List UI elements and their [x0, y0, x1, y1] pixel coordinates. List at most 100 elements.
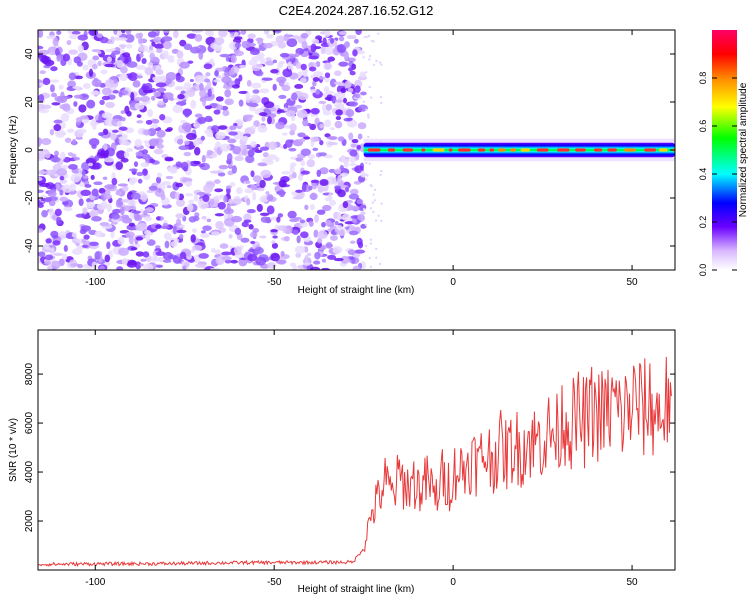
noise-blob [351, 138, 359, 144]
noise-blob [156, 216, 161, 221]
noise-blob [218, 125, 228, 130]
noise-blob [150, 124, 159, 129]
noise-blob [334, 168, 342, 175]
noise-blob [323, 86, 330, 93]
noise-blob [103, 143, 108, 151]
noise-blob [133, 96, 142, 102]
noise-blob [139, 208, 144, 215]
noise-blob [221, 76, 232, 84]
band-peak [448, 148, 453, 152]
noise-speck [374, 247, 378, 251]
noise-blob [137, 222, 148, 232]
noise-speck [362, 56, 365, 59]
noise-blob [228, 131, 238, 136]
noise-blob [279, 52, 290, 58]
noise-blob [104, 78, 115, 88]
noise-blob [50, 156, 61, 163]
noise-blob [356, 144, 362, 150]
noise-blob [111, 50, 121, 55]
noise-blob [85, 157, 97, 165]
noise-blob [357, 133, 363, 140]
noise-blob [221, 256, 232, 261]
heatmap-y-label: Frequency (Hz) [8, 116, 19, 185]
noise-blob [245, 180, 251, 184]
noise-blob [319, 167, 329, 175]
noise-blob [348, 101, 359, 107]
noise-blob [48, 208, 55, 216]
noise-blob [289, 123, 297, 132]
noise-blob [54, 208, 62, 217]
noise-blob [324, 72, 331, 79]
noise-blob [327, 254, 337, 260]
noise-blob [98, 132, 105, 137]
noise-blob [336, 43, 347, 53]
noise-blob [297, 92, 309, 101]
noise-blob [44, 261, 51, 265]
noise-blob [143, 210, 148, 216]
noise-blob [343, 160, 349, 168]
noise-blob [324, 119, 332, 128]
noise-blob [68, 34, 78, 40]
noise-blob [180, 161, 189, 171]
noise-blob [141, 57, 147, 64]
noise-blob [317, 237, 323, 244]
noise-blob [309, 192, 318, 201]
noise-blob [294, 104, 303, 109]
noise-blob [337, 82, 346, 87]
x-tick-label: 0 [450, 277, 456, 288]
noise-blob [282, 68, 293, 78]
noise-blob [120, 110, 126, 114]
noise-blob [347, 87, 354, 93]
band-core [363, 142, 675, 158]
noise-blob [121, 116, 126, 122]
noise-blob [283, 235, 290, 242]
noise-blob [96, 203, 107, 210]
noise-speck [378, 262, 382, 266]
noise-blob [304, 204, 309, 210]
noise-blob [314, 214, 319, 223]
noise-blob [38, 203, 44, 208]
noise-blob [180, 90, 185, 95]
noise-blob [178, 233, 184, 240]
heatmap-noise-region [38, 30, 383, 270]
noise-blob [179, 61, 190, 69]
noise-blob [164, 240, 170, 249]
noise-blob [209, 170, 221, 174]
noise-blob [343, 51, 350, 60]
noise-speck [368, 85, 371, 89]
noise-blob [60, 164, 69, 170]
noise-blob [213, 179, 221, 184]
noise-speck [367, 116, 370, 119]
noise-blob [51, 102, 61, 106]
noise-blob [176, 218, 182, 227]
noise-blob [112, 208, 122, 214]
noise-blob [175, 161, 183, 168]
noise-blob [118, 44, 127, 48]
noise-blob [70, 173, 81, 183]
noise-blob [227, 214, 234, 219]
noise-blob [96, 50, 102, 55]
noise-blob [234, 155, 244, 162]
snr-x-ticks: -100 -50 0 50 [85, 330, 638, 588]
noise-blob [126, 147, 133, 152]
noise-speck [369, 238, 373, 241]
snr-y-ticks: 2000 4000 6000 8000 [24, 363, 675, 532]
noise-blob [72, 85, 82, 90]
noise-blob [246, 209, 256, 214]
noise-blob [142, 168, 148, 176]
noise-blob [60, 113, 70, 122]
snr-frame [37, 329, 676, 571]
noise-blob [204, 78, 211, 83]
noise-blob [167, 166, 178, 173]
noise-blob [228, 198, 234, 205]
noise-blob [348, 193, 360, 200]
noise-blob [38, 251, 46, 258]
noise-blob [329, 78, 337, 88]
noise-blob [115, 161, 124, 170]
noise-blob [349, 188, 359, 195]
noise-blob [206, 218, 212, 223]
noise-blob [234, 50, 244, 57]
noise-blob [89, 241, 99, 247]
noise-blob [59, 151, 66, 160]
noise-blob [71, 30, 81, 35]
